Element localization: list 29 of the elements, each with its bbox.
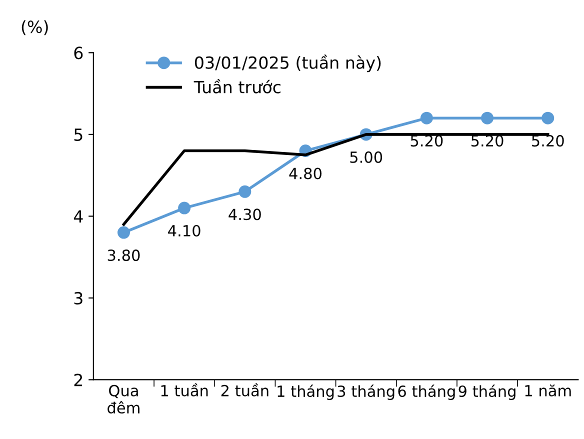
- x-tick-label: 2 tuần: [221, 383, 268, 396]
- data-label: 5.00: [350, 151, 382, 163]
- x-tick-label: 3 tháng: [338, 384, 394, 400]
- legend-label: Tuần trước: [194, 79, 280, 94]
- data-label: 4.30: [228, 208, 261, 220]
- y-tick-label: 2: [74, 374, 82, 386]
- point: [542, 112, 554, 124]
- x-tick-label: Qua đêm: [108, 384, 140, 414]
- point: [238, 185, 252, 198]
- y-tick-label: 6: [74, 46, 83, 60]
- legend-label: 03/01/2025 (tuần này): [194, 54, 381, 72]
- x-tick-label: 9 tháng: [458, 384, 516, 400]
- point: [117, 226, 130, 239]
- y-tick-label: 4: [74, 210, 83, 223]
- data-label: 4.10: [168, 224, 200, 237]
- y-tick-label: 5: [74, 128, 82, 142]
- data-label: 5.20: [532, 135, 564, 147]
- y-axis-title: (%): [22, 20, 48, 36]
- point: [178, 202, 191, 214]
- x-tick-label: 1 tháng: [278, 384, 334, 400]
- point: [420, 112, 433, 124]
- data-label: 4.80: [289, 168, 322, 180]
- y-tick-label: 3: [74, 292, 82, 305]
- data-label: 5.20: [471, 135, 504, 147]
- point: [481, 112, 494, 124]
- x-tick-label: 6 tháng: [398, 384, 455, 400]
- x-tick-label: 1 tuần: [161, 383, 208, 396]
- x-tick-label: 1 năm: [525, 384, 571, 396]
- data-label: 3.80: [108, 249, 140, 262]
